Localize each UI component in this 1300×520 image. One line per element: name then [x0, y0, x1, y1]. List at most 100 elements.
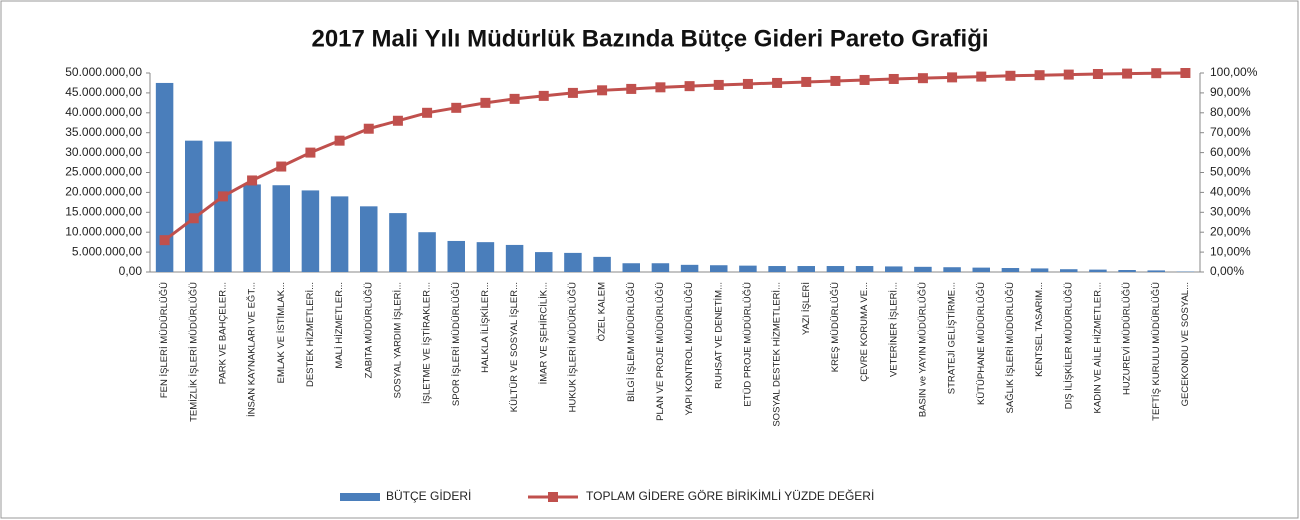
line-marker — [1034, 70, 1045, 81]
y2-tick-label: 10,00% — [1210, 244, 1251, 258]
bar — [914, 266, 932, 272]
bar — [1147, 270, 1165, 272]
bar — [739, 265, 757, 272]
line-marker — [947, 72, 958, 83]
bar — [768, 266, 786, 272]
bar — [155, 82, 174, 272]
bar — [535, 252, 553, 272]
line-marker — [684, 81, 695, 92]
x-tick-label: İNSAN KAYNAKLARI VE EĞT... — [247, 282, 258, 417]
legend-swatch — [340, 493, 380, 501]
x-tick-label: YAZI İŞLERİ — [801, 282, 812, 335]
bar — [272, 185, 290, 272]
y-tick-label: 30.000.000,00 — [65, 145, 142, 159]
bar — [1060, 269, 1078, 272]
y2-tick-label: 70,00% — [1210, 125, 1251, 139]
y2-tick-label: 60,00% — [1210, 145, 1251, 159]
y-tick-label: 10.000.000,00 — [65, 224, 142, 238]
x-tick-label: İMAR VE ŞEHİRCİLİK... — [538, 282, 549, 384]
line-marker — [888, 73, 899, 84]
legend-label: BÜTÇE GİDERİ — [386, 489, 471, 503]
x-tick-label: KENTSEL TASARIM... — [1034, 282, 1045, 377]
line-marker — [363, 123, 374, 134]
line-marker — [859, 74, 870, 85]
x-tick-label: HUKUK İŞLERİ MÜDÜRLÜĞÜ — [567, 282, 578, 413]
bar — [972, 267, 990, 272]
x-tick-label: YAPI KONTROL MÜDÜRLÜĞÜ — [684, 282, 695, 416]
line-marker — [1005, 70, 1016, 81]
bar — [301, 190, 320, 272]
bar — [243, 184, 261, 272]
x-tick-label: FEN İŞLERİ MÜDÜRLÜĞÜ — [159, 282, 170, 398]
y2-tick-label: 50,00% — [1210, 165, 1251, 179]
x-tick-label: ÖZEL KALEM — [597, 282, 608, 341]
bar — [797, 266, 815, 272]
line-marker — [1063, 69, 1074, 80]
bar — [855, 266, 874, 272]
y-tick-label: 5.000.000,00 — [72, 244, 142, 258]
y-tick-label: 50.000.000,00 — [65, 65, 142, 79]
x-tick-label: SOSYAL YARDIM İŞLERİ... — [392, 282, 403, 398]
bar — [680, 264, 699, 272]
x-tick-label: ETÜD PROJE MÜDÜRLÜĞÜ — [742, 282, 753, 407]
x-tick-label: VETERİNER İŞLERİ... — [888, 282, 899, 377]
x-tick-label: ZABITA MÜDÜRLÜĞÜ — [363, 282, 374, 379]
line-marker — [334, 135, 345, 146]
x-tick-label: MALİ HİZMETLER... — [334, 282, 345, 369]
line-marker — [276, 161, 287, 172]
bar — [1089, 269, 1107, 272]
line-marker — [1122, 68, 1133, 79]
bar — [593, 256, 611, 272]
x-tick-label: STRATEJİ GELİŞTİRME... — [947, 282, 958, 394]
x-tick-label: SOSYAL DESTEK HİZMETLERİ... — [772, 282, 783, 427]
line-marker — [772, 77, 783, 88]
x-tick-label: ÇEVRE KORUMA VE... — [859, 282, 870, 382]
bar — [214, 141, 232, 272]
x-tick-label: TEFTİŞ KURULU MÜDÜRLÜĞÜ — [1151, 282, 1162, 421]
y-tick-label: 20.000.000,00 — [65, 185, 142, 199]
line-marker — [626, 83, 637, 94]
chart-title: 2017 Mali Yılı Müdürlük Bazında Bütçe Gi… — [311, 25, 988, 52]
line-marker — [392, 115, 403, 126]
y2-tick-label: 80,00% — [1210, 105, 1251, 119]
line-marker — [422, 107, 433, 118]
line-marker — [217, 191, 228, 202]
x-tick-label: HUZUREVİ MÜDÜRLÜĞÜ — [1122, 282, 1133, 395]
line-marker — [480, 97, 491, 108]
line-marker — [567, 87, 578, 98]
x-tick-label: HALKLA İLİŞKİLER... — [480, 282, 491, 373]
line-marker — [509, 93, 520, 104]
line-marker — [1151, 68, 1162, 79]
line-marker — [538, 90, 549, 101]
bar — [826, 266, 845, 272]
x-tick-label: BİLGİ İŞLEM MÜDÜRLÜĞÜ — [626, 282, 637, 402]
y-tick-label: 0,00 — [119, 264, 143, 278]
x-tick-label: EMLAK VE İSTİMLAK... — [276, 282, 287, 383]
bar — [418, 232, 436, 272]
x-tick-label: PARK VE BAHÇELER... — [217, 282, 228, 384]
bar — [389, 213, 407, 272]
x-tick-label: PLAN VE PROJE MÜDÜRLÜĞÜ — [655, 282, 666, 421]
y-tick-label: 15.000.000,00 — [65, 204, 142, 218]
bar — [564, 252, 582, 272]
bar — [185, 140, 203, 272]
bar — [943, 267, 961, 272]
line-marker — [451, 102, 462, 113]
x-tick-label: TEMİZLİK İŞLERİ MÜDÜRLÜĞÜ — [188, 282, 199, 422]
y2-tick-label: 90,00% — [1210, 85, 1251, 99]
line-marker — [305, 147, 316, 158]
bar — [1001, 268, 1020, 272]
y2-tick-label: 20,00% — [1210, 224, 1251, 238]
line-marker — [188, 213, 199, 224]
bar — [651, 263, 670, 272]
y-tick-label: 45.000.000,00 — [65, 85, 142, 99]
y2-tick-label: 40,00% — [1210, 185, 1251, 199]
line-marker — [655, 82, 666, 93]
x-tick-label: KADIN VE AİLE HİZMETLER... — [1092, 282, 1103, 413]
y2-tick-label: 0,00% — [1210, 264, 1244, 278]
bar — [710, 265, 728, 272]
bar — [476, 242, 495, 272]
line-marker — [247, 175, 258, 186]
line-marker — [801, 76, 812, 87]
